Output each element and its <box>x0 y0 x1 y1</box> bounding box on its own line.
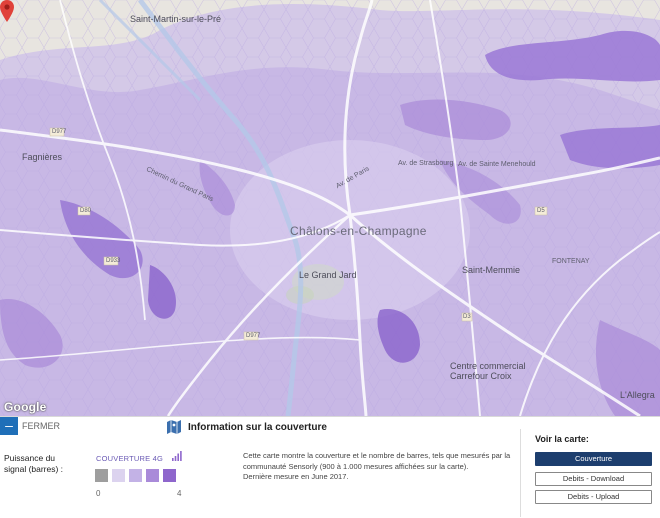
coverage-type-label: COUVERTURE 4G <box>96 454 164 463</box>
map-label-chalons: Châlons-en-Champagne <box>290 224 427 238</box>
map-label-carrefour: Carrefour Croix <box>450 371 512 381</box>
signal-strength-label: Puissance du signal (barres) : <box>4 453 63 475</box>
legend-max-value: 4 <box>177 489 182 498</box>
upload-speed-button[interactable]: Debits - Upload <box>535 490 652 504</box>
close-panel-button[interactable]: – <box>0 417 18 435</box>
signal-label-line1: Puissance du <box>4 453 56 463</box>
description-line: Dernière mesure en June 2017. <box>243 472 349 481</box>
panel-title: Information sur la couverture <box>188 422 327 433</box>
signal-legend <box>95 469 176 482</box>
map-view-selector: Voir la carte: Couverture Debits - Downl… <box>520 429 660 517</box>
map-label-saint-martin: Saint-Martin-sur-le-Pré <box>130 14 222 24</box>
road-label: D80 <box>80 208 92 214</box>
description-line: communauté Sensorly (900 à 1.000 mesures… <box>243 461 469 471</box>
map-label-saint-memmie: Saint-Memmie <box>462 265 521 275</box>
map-label-centre-commercial: Centre commercial <box>450 361 526 371</box>
coverage-button[interactable]: Couverture <box>535 452 652 466</box>
map-label-av-sainte-menehould: Av. de Sainte Menehould <box>458 161 536 168</box>
coverage-map[interactable]: Saint-Martin-sur-le-Pré Fagnières Châlon… <box>0 0 660 416</box>
signal-bars-icon <box>172 451 182 461</box>
road-label: D933 <box>106 258 121 264</box>
road-label: D977 <box>246 333 261 339</box>
google-logo: Google <box>4 400 47 414</box>
signal-label-line2: signal (barres) : <box>4 464 64 474</box>
location-pin-icon[interactable] <box>0 0 14 22</box>
legend-min-value: 0 <box>96 489 101 498</box>
map-label-grand-jard: Le Grand Jard <box>299 270 357 280</box>
map-view-title: Voir la carte: <box>535 434 589 444</box>
map-label-av-strasbourg: Av. de Strasbourg <box>398 160 454 167</box>
road-label: D977 <box>52 129 67 135</box>
legend-swatch-0 <box>95 469 108 482</box>
legend-swatch-1 <box>112 469 125 482</box>
legend-swatch-3 <box>146 469 159 482</box>
download-speed-button[interactable]: Debits - Download <box>535 472 652 486</box>
road-label: D5 <box>537 208 545 214</box>
road-label: D3 <box>463 314 471 320</box>
coverage-info-panel: – FERMER Information sur la couverture P… <box>0 416 660 518</box>
map-canvas[interactable] <box>0 0 660 416</box>
legend-swatch-4 <box>163 469 176 482</box>
description-line: Cette carte montre la couverture et le n… <box>243 451 511 460</box>
map-label-fontenay: FONTENAY <box>552 258 590 265</box>
map-label-fagnieres: Fagnières <box>22 152 63 162</box>
map-book-icon <box>167 420 181 434</box>
close-label[interactable]: FERMER <box>22 421 60 431</box>
legend-swatch-2 <box>129 469 142 482</box>
map-label-allegra: L'Allegra <box>620 390 655 400</box>
coverage-description: Cette carte montre la couverture et le n… <box>243 451 518 483</box>
minus-icon: – <box>5 417 13 433</box>
